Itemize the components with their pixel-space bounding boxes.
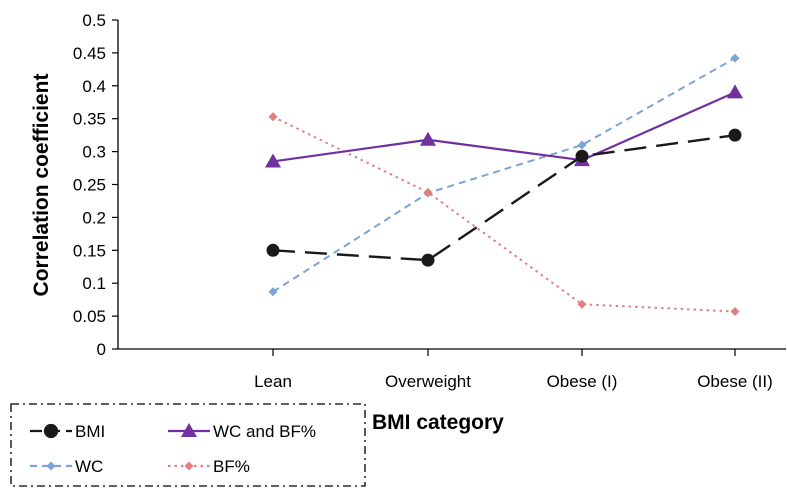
data-point-bf	[577, 299, 587, 309]
y-tick-label: 0.15	[73, 241, 106, 260]
series-wc-and-bf	[265, 84, 743, 168]
y-tick-label: 0.4	[82, 77, 106, 96]
data-point-wc	[730, 53, 740, 63]
series-line-wc-and-bf	[272, 91, 736, 163]
y-tick-label: 0.2	[82, 208, 106, 227]
series-line-bf	[272, 115, 736, 313]
legend-item-wc: WC	[30, 457, 103, 476]
data-point-bmi	[266, 243, 280, 257]
legend-border	[10, 403, 366, 487]
legend-label-bf: BF%	[213, 457, 250, 476]
y-tick-label: 0.1	[82, 274, 106, 293]
y-tick-label: 0.45	[73, 44, 106, 63]
plot-area: 0 0.05 0.1 0.15 0.2 0.25 0.3 0.35 0.4 0.45 0.5 Lean…	[73, 11, 786, 391]
legend-item-bf: BF%	[168, 457, 250, 476]
y-tick-label: 0	[97, 340, 106, 359]
legend: BMI WC and BF% WC BF%	[10, 403, 366, 487]
y-tick-label: 0.5	[82, 11, 106, 30]
x-tick-label: Obese (I)	[547, 372, 618, 391]
data-point-bmi	[728, 128, 742, 142]
y-tick-label: 0.35	[73, 110, 106, 129]
legend-label-wc: WC	[75, 457, 103, 476]
x-tick-label: Obese (II)	[697, 372, 773, 391]
data-point-wc-and-bf	[727, 84, 743, 99]
series-line-bmi	[272, 133, 736, 262]
series-bmi	[266, 128, 742, 267]
series-wc	[268, 53, 740, 297]
y-axis-title: Correlation coefficient	[30, 74, 53, 297]
data-point-wc-and-bf	[420, 131, 436, 146]
legend-marker-wc-and-bf	[181, 423, 197, 437]
data-point-bf	[423, 187, 433, 197]
legend-item-wc-and-bf: WC and BF%	[168, 422, 316, 441]
series-line-wc	[272, 57, 736, 293]
legend-label-bmi: BMI	[75, 422, 105, 441]
data-point-wc-and-bf	[265, 153, 281, 168]
data-point-wc	[268, 287, 278, 297]
y-tick-label: 0.25	[73, 176, 106, 195]
data-point-bmi	[575, 149, 589, 163]
legend-marker-bf	[184, 461, 194, 471]
legend-marker-wc	[46, 461, 56, 471]
y-tick-label: 0.3	[82, 143, 106, 162]
x-tick-label: Lean	[254, 372, 292, 391]
data-point-bf	[730, 306, 740, 316]
legend-marker-bmi	[43, 423, 59, 439]
series-bf	[268, 112, 740, 316]
data-point-wc	[577, 140, 587, 150]
x-tick-label: Overweight	[385, 372, 471, 391]
legend-item-bmi: BMI	[30, 422, 105, 441]
x-axis-title: BMI category	[372, 411, 504, 434]
y-tick-label: 0.05	[73, 307, 106, 326]
legend-label-wc-and-bf: WC and BF%	[213, 422, 316, 441]
data-point-bf	[268, 112, 278, 122]
data-point-bmi	[421, 253, 435, 267]
